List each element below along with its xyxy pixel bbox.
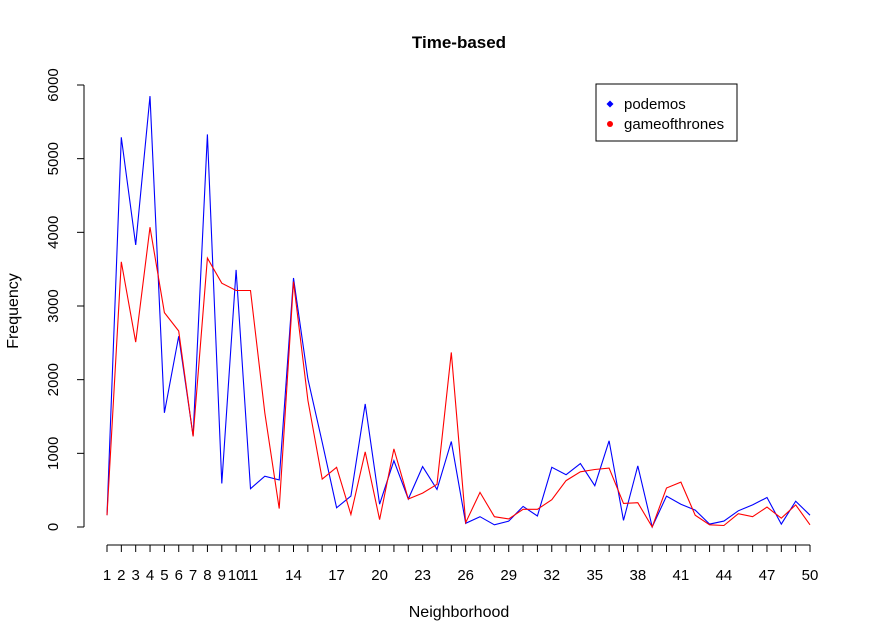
x-tick-label: 1: [103, 567, 111, 584]
x-tick-label: 4: [146, 567, 154, 584]
x-tick-label: 3: [132, 567, 140, 584]
legend-label-podemos: podemos: [624, 96, 686, 113]
x-tick-label: 14: [285, 567, 302, 584]
legend-box: [595, 83, 738, 142]
y-tick-label: 3000: [45, 289, 62, 322]
y-axis: 0 1000 2000 3000 4000 5000 6000: [45, 68, 85, 531]
y-tick-label: 2000: [45, 363, 62, 396]
x-tick-label: 26: [457, 567, 474, 584]
legend-label-gameofthrones: gameofthrones: [624, 116, 724, 133]
x-tick-label: 41: [673, 567, 690, 584]
x-axis-label: Neighborhood: [409, 604, 510, 621]
x-tick-label: 11: [243, 567, 259, 584]
chart-title: Time-based: [412, 33, 506, 52]
x-tick-label: 2: [117, 567, 125, 584]
series-layer: [106, 96, 811, 529]
y-axis-label: Frequency: [5, 273, 22, 349]
x-tick-label: 29: [500, 567, 517, 584]
x-tick-label: 47: [759, 567, 776, 584]
x-tick-label: 6: [175, 567, 183, 584]
x-tick-label: 44: [716, 567, 733, 584]
x-tick-label: 32: [543, 567, 560, 584]
y-tick-label: 1000: [45, 437, 62, 470]
series-line-gameofthrones: [106, 227, 811, 529]
legend-marker-gameofthrones: [607, 121, 613, 127]
y-tick-label: 4000: [45, 216, 62, 249]
y-tick-label: 6000: [45, 68, 62, 101]
x-tick-label: 20: [371, 567, 388, 584]
x-tick-label: 23: [414, 567, 431, 584]
legend: podemos gameofthrones: [595, 83, 738, 142]
legend-marker-podemos: [606, 100, 614, 108]
x-tick-label: 17: [328, 567, 345, 584]
x-tick-label: 8: [203, 567, 211, 584]
x-tick-label: 50: [802, 567, 819, 584]
series-line-podemos: [106, 96, 811, 529]
x-tick-label: 5: [160, 567, 168, 584]
x-tick-label: 7: [189, 567, 197, 584]
x-tick-label: 38: [629, 567, 646, 584]
y-tick-label: 0: [45, 523, 62, 531]
x-tick-label: 10: [228, 567, 245, 584]
y-tick-label: 5000: [45, 142, 62, 175]
x-tick-label: 35: [586, 567, 603, 584]
x-tick-label: 9: [218, 567, 226, 584]
